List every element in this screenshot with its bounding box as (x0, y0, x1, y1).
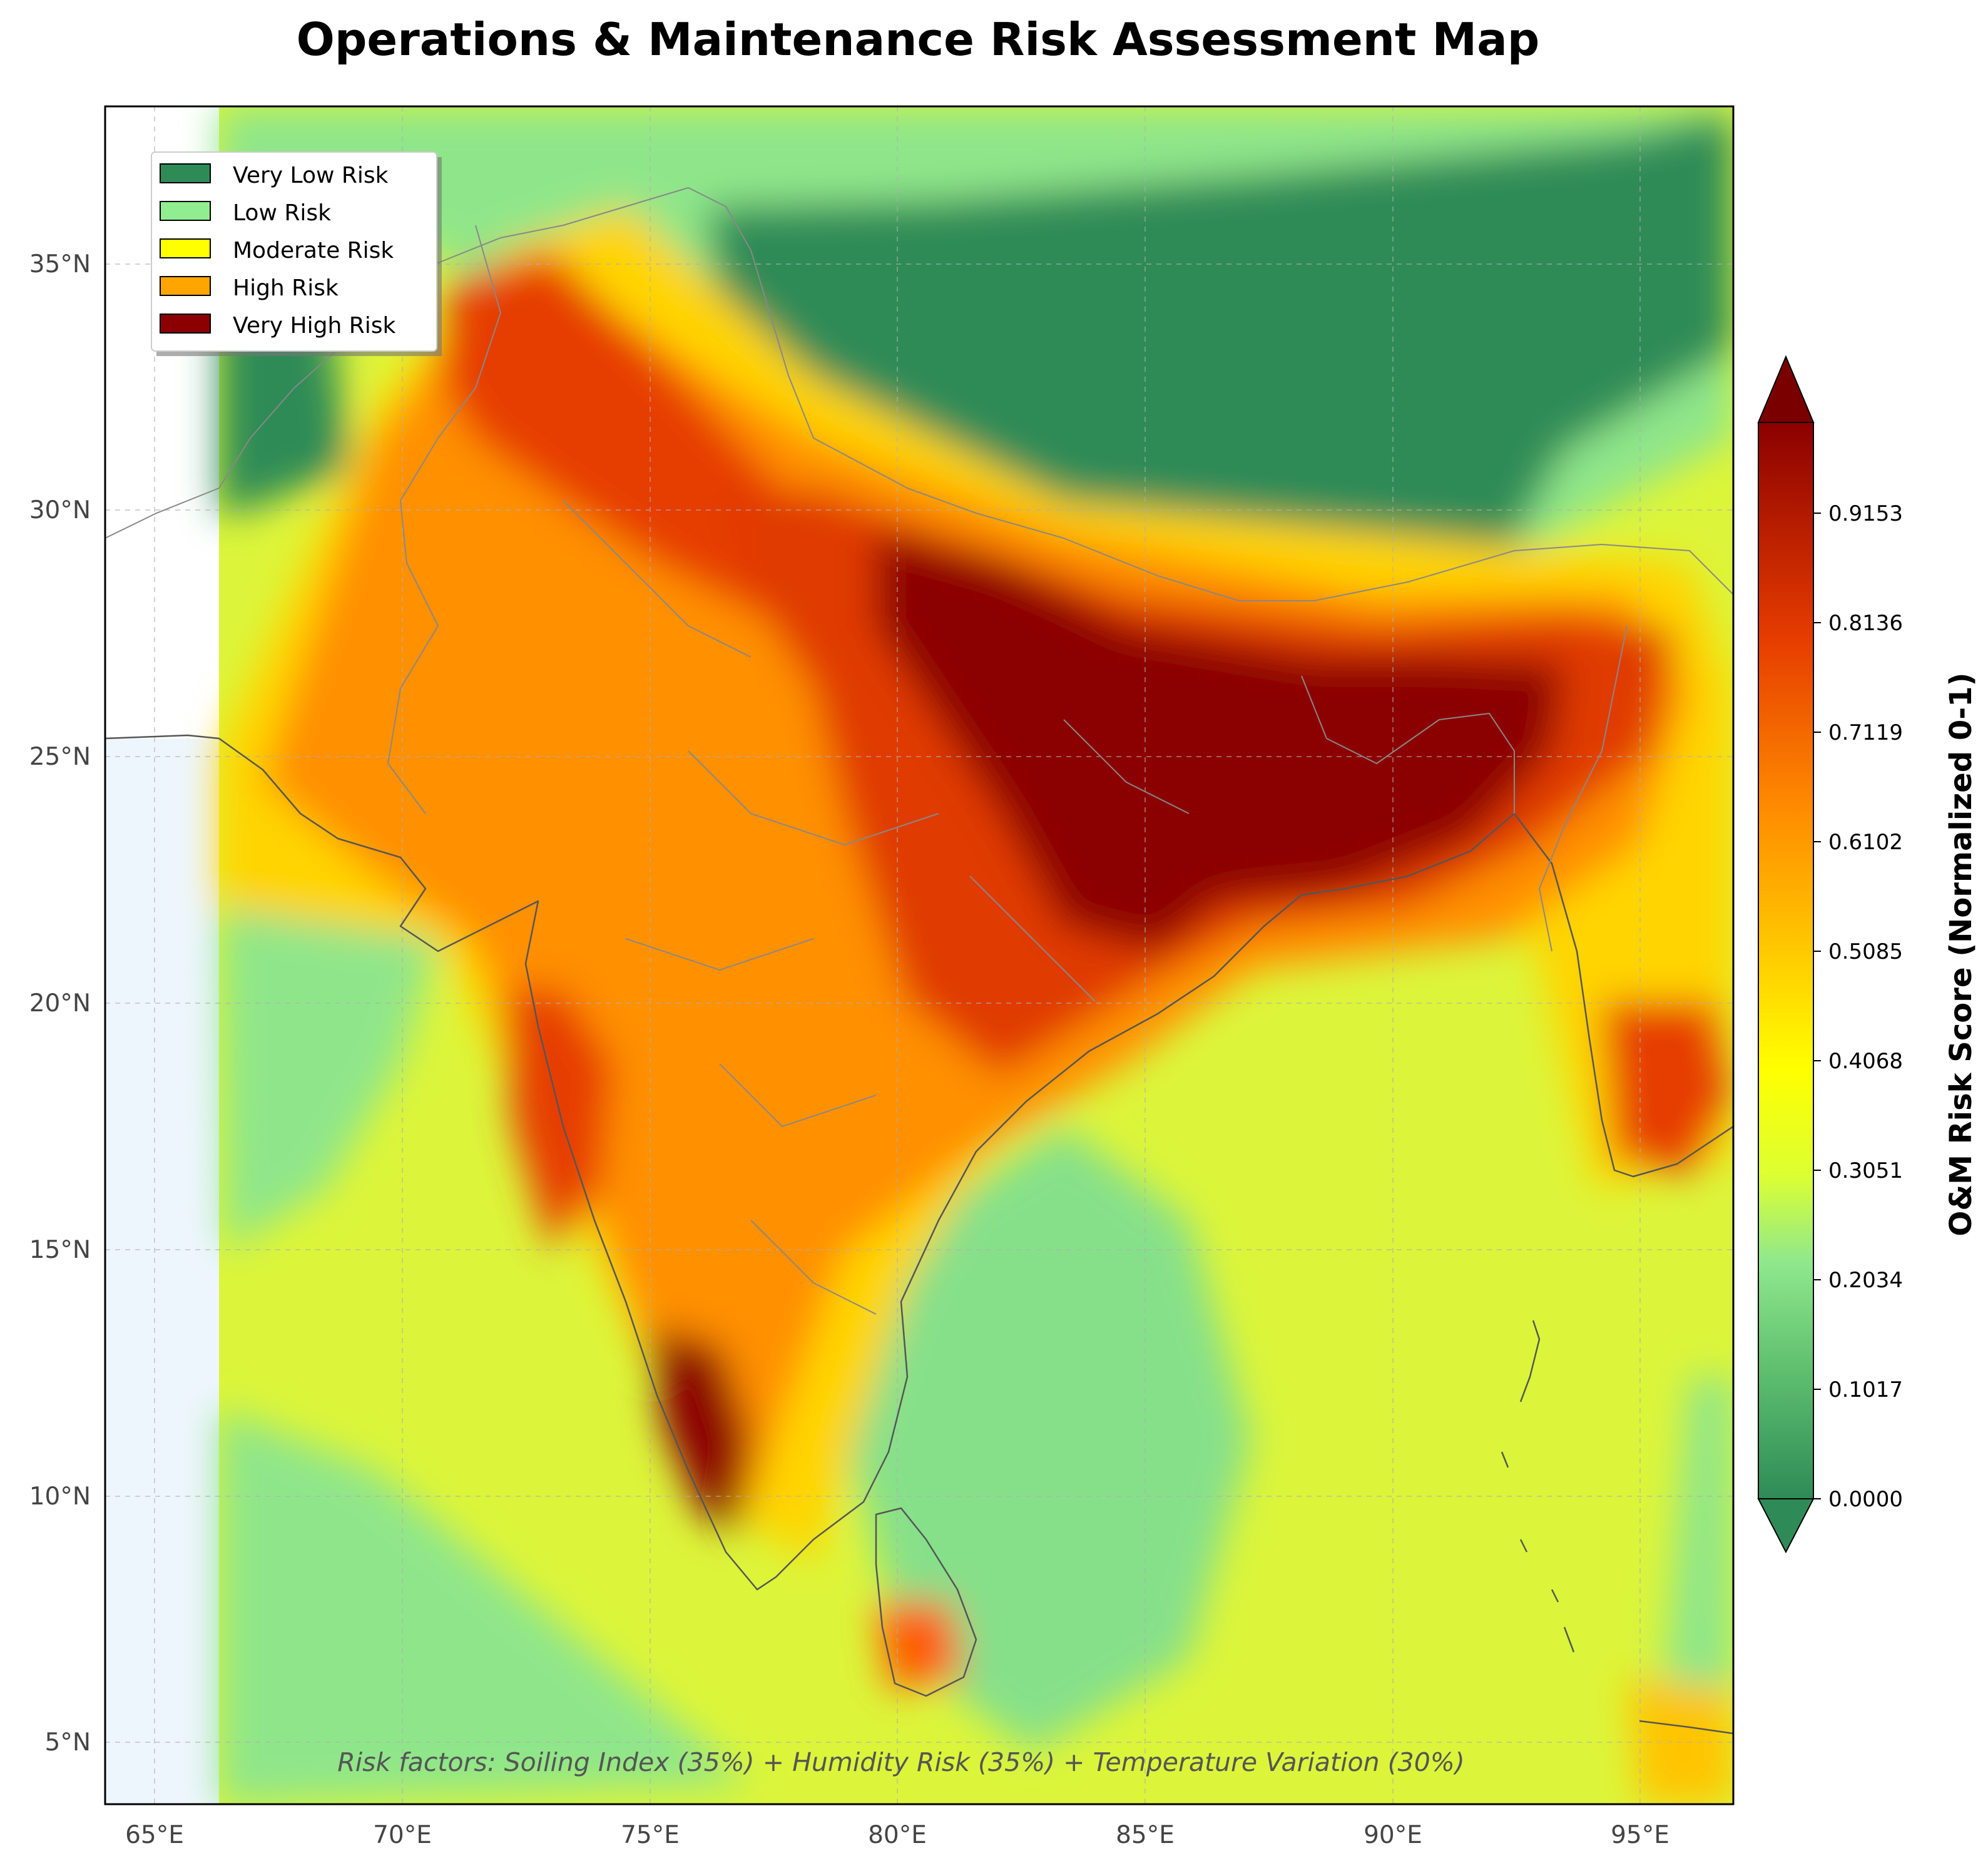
colorbar-tick-label: 0.0000 (1828, 1487, 1903, 1512)
risk-zone-low-sri-lanka (845, 1126, 1251, 1752)
risk-zone-extreme-kerala (651, 1327, 751, 1533)
y-tick-label: 35°N (29, 250, 91, 278)
y-tick-label: 30°N (29, 496, 91, 524)
x-tick-label: 80°E (868, 1821, 927, 1849)
y-tick-label: 5°N (45, 1728, 91, 1757)
ocean-strip (105, 738, 219, 1804)
legend-label: Low Risk (233, 200, 331, 226)
risk-zone-very-high-konkan (501, 989, 613, 1252)
colorbar-tick-label: 0.4068 (1828, 1049, 1903, 1074)
legend-swatch-low (160, 201, 211, 221)
map-area: Risk factors: Soiling Index (35%) + Humi… (105, 106, 1733, 1804)
x-tick-label: 70°E (373, 1821, 432, 1849)
coastline-overlay (105, 734, 1733, 1735)
colorbar-label: O&M Risk Score (Normalized 0-1) (1944, 673, 1979, 1237)
risk-factors-note: Risk factors: Soiling Index (35%) + Humi… (337, 1747, 1464, 1777)
colorbar-ticks (1813, 513, 1821, 1499)
colorbar-tick-label: 0.1017 (1828, 1377, 1903, 1402)
legend-swatch-high (160, 276, 211, 296)
legend-label: High Risk (233, 275, 339, 301)
x-tick-label: 90°E (1364, 1821, 1422, 1849)
x-tick-label: 65°E (125, 1821, 184, 1849)
sri-lanka-outline (875, 1507, 977, 1697)
legend-item: Very Low Risk (160, 163, 389, 188)
chart-title: Operations & Maintenance Risk Assessment… (297, 13, 1540, 66)
himalaya-border (437, 187, 1733, 601)
colorbar-top-extension (1757, 355, 1815, 423)
risk-heatmap (219, 106, 1733, 1804)
legend-label: Moderate Risk (233, 238, 394, 263)
map-frame (104, 105, 1735, 1805)
legend-item: Low Risk (160, 200, 331, 226)
myanmar-border (1539, 625, 1628, 952)
x-tick-label: 85°E (1116, 1821, 1175, 1849)
colorbar-tick-label: 0.6102 (1828, 830, 1903, 855)
risk-zone-low-ocean-south (219, 1408, 751, 1804)
legend-item: Moderate Risk (160, 238, 394, 263)
risk-zone-high-sri-lanka (876, 1602, 964, 1690)
legend-label: Very Low Risk (233, 163, 389, 188)
x-tick-label: 75°E (621, 1821, 680, 1849)
colorbar-tick-label: 0.5085 (1828, 939, 1903, 964)
risk-zone-extreme-gangetic (876, 532, 1564, 951)
legend-item: High Risk (160, 275, 339, 301)
state-borders (563, 500, 1190, 1315)
colorbar-tick-label: 0.7119 (1828, 720, 1903, 745)
y-tick-label: 25°N (29, 743, 91, 771)
risk-zone-high-myanmar (1602, 1001, 1733, 1177)
risk-zone-moderate-southeast (1627, 1677, 1733, 1804)
colorbar-tick-label: 0.8136 (1828, 611, 1903, 636)
bangladesh-border (1301, 675, 1515, 814)
x-tick-label: 95°E (1611, 1821, 1669, 1849)
legend-label: Very High Risk (233, 313, 395, 339)
pakistan-coast (105, 734, 220, 740)
southeast-coast (1639, 1720, 1733, 1735)
colorbar: 0.0000 0.1017 0.2034 0.3051 0.4068 0.508… (1757, 355, 1979, 1554)
colorbar-bottom-extension (1757, 1498, 1815, 1554)
map-gridlines (105, 106, 1733, 1804)
india-coastline (218, 737, 1733, 1591)
colorbar-gradient (1758, 422, 1814, 1499)
y-tick-label: 10°N (29, 1483, 91, 1511)
border-overlay (105, 187, 1733, 1315)
x-axis-ticks: 65°E 70°E 75°E 80°E 85°E 90°E 95°E (125, 1821, 1669, 1849)
colorbar-tick-label: 0.9153 (1828, 501, 1903, 526)
legend-swatch-moderate (160, 238, 211, 258)
colorbar-tick-label: 0.3051 (1828, 1158, 1903, 1183)
colorbar-tick-label: 0.2034 (1828, 1268, 1903, 1293)
legend-box (151, 151, 437, 352)
legend-swatch-very-low (160, 163, 211, 183)
map-legend: Very Low Risk Low Risk Moderate Risk Hig… (151, 151, 442, 356)
risk-zone-low-east (1658, 1377, 1733, 1752)
pakistan-india-border (387, 225, 501, 814)
y-tick-label: 20°N (29, 989, 91, 1018)
andaman-islands (1501, 1320, 1575, 1653)
legend-swatch-very-high (160, 314, 211, 334)
y-axis-ticks: 5°N 10°N 15°N 20°N 25°N 30°N 35°N (29, 250, 91, 1757)
legend-item: Very High Risk (160, 313, 395, 339)
y-tick-label: 15°N (29, 1236, 91, 1264)
